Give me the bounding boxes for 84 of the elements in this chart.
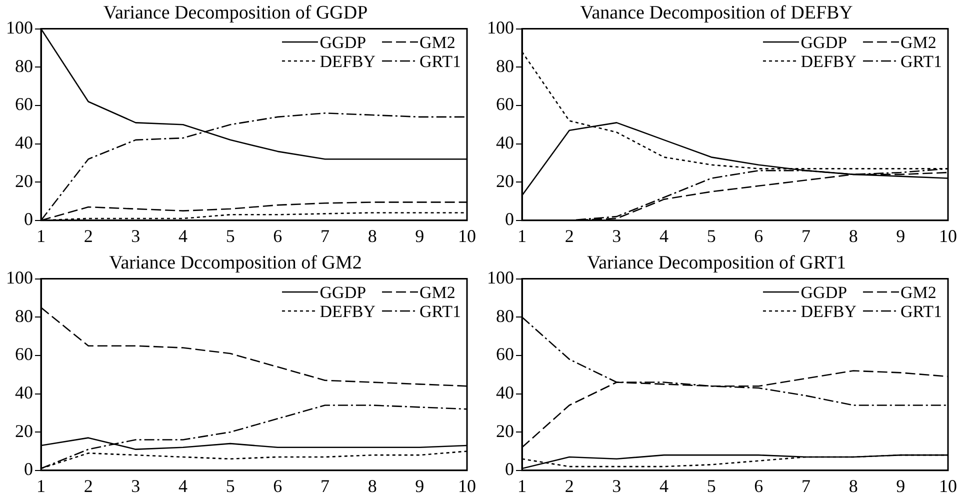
legend-label: GGDP (800, 282, 848, 302)
x-tick-label: 6 (754, 226, 764, 246)
x-tick-label: 5 (706, 476, 716, 496)
x-tick-label: 1 (36, 226, 46, 246)
y-tick-label: 60 (496, 94, 514, 114)
y-tick-label: 100 (6, 268, 33, 288)
x-tick-label: 8 (368, 476, 377, 496)
x-tick-label: 2 (84, 476, 93, 496)
y-tick-label: 40 (496, 132, 514, 152)
y-tick-label: 0 (505, 209, 514, 230)
legend-label: GRT1 (900, 302, 942, 321)
x-tick-label: 4 (660, 476, 668, 496)
chart-title: Variance Dccomposition of GM2 (109, 252, 362, 274)
y-tick-label: 20 (496, 420, 514, 441)
x-tick-label: 6 (273, 226, 282, 246)
x-tick-label: 2 (564, 476, 574, 496)
x-tick-label: 4 (178, 476, 188, 496)
x-tick-label: 3 (131, 226, 140, 246)
chart-title: Variance Decomposition of GRT1 (587, 252, 846, 274)
x-tick-label: 9 (415, 226, 424, 246)
x-tick-label: 4 (660, 226, 668, 246)
x-tick-label: 1 (36, 476, 46, 496)
y-tick-label: 100 (487, 268, 514, 288)
y-tick-label: 40 (15, 382, 33, 402)
x-tick-label: 7 (320, 476, 330, 496)
x-tick-label: 5 (226, 476, 235, 496)
x-tick-label: 7 (320, 226, 330, 246)
y-tick-label: 40 (15, 132, 33, 152)
y-tick-label: 100 (6, 18, 33, 38)
x-tick-label: 8 (848, 226, 858, 246)
x-tick-label: 10 (458, 226, 476, 246)
x-tick-label: 4 (178, 226, 188, 246)
legend-label: DEFBY (800, 52, 857, 71)
y-tick-label: 80 (496, 56, 514, 76)
y-tick-label: 60 (15, 94, 33, 114)
y-tick-label: 20 (15, 170, 33, 191)
x-tick-label: 9 (415, 476, 424, 496)
legend-label: GM2 (420, 32, 456, 52)
x-tick-label: 5 (226, 226, 235, 246)
x-tick-label: 9 (896, 476, 906, 496)
legend-label: GGDP (800, 32, 848, 52)
legend-label: GM2 (900, 32, 936, 52)
legend-label: GGDP (320, 32, 366, 52)
y-tick-label: 100 (487, 18, 514, 38)
y-tick-label: 40 (496, 382, 514, 402)
legend-label: GM2 (900, 282, 936, 302)
x-tick-label: 10 (939, 476, 957, 496)
x-tick-label: 6 (754, 476, 764, 496)
x-tick-label: 3 (131, 476, 140, 496)
y-tick-label: 80 (15, 56, 33, 76)
x-tick-label: 10 (939, 226, 957, 246)
legend-label: GRT1 (420, 302, 461, 321)
y-tick-label: 0 (24, 459, 33, 480)
x-tick-label: 9 (896, 226, 906, 246)
x-tick-label: 8 (848, 476, 858, 496)
x-tick-label: 7 (802, 476, 810, 496)
x-tick-label: 5 (706, 226, 716, 246)
x-tick-label: 8 (368, 226, 377, 246)
x-tick-label: 7 (802, 226, 810, 246)
y-tick-label: 60 (496, 344, 514, 364)
y-tick-label: 80 (15, 306, 33, 326)
x-tick-label: 3 (612, 226, 622, 246)
legend-label: GM2 (420, 282, 456, 302)
x-tick-label: 6 (273, 476, 282, 496)
x-tick-label: 2 (84, 226, 93, 246)
legend-label: DEFBY (800, 302, 857, 321)
x-tick-label: 2 (564, 226, 574, 246)
y-tick-label: 20 (496, 170, 514, 191)
y-tick-label: 80 (496, 306, 514, 326)
y-tick-label: 20 (15, 420, 33, 441)
legend-label: GRT1 (900, 52, 942, 71)
y-tick-label: 60 (15, 344, 33, 364)
x-tick-label: 10 (458, 476, 476, 496)
legend-label: DEFBY (320, 52, 376, 71)
legend-label: GGDP (320, 282, 366, 302)
chart-title: Vanance Decomposition of DEFBY (580, 2, 854, 24)
legend-label: DEFBY (320, 302, 376, 321)
y-tick-label: 0 (505, 459, 514, 480)
y-tick-label: 0 (24, 209, 33, 230)
legend-label: GRT1 (420, 52, 461, 71)
x-tick-label: 1 (518, 226, 526, 246)
x-tick-label: 1 (518, 476, 526, 496)
chart-title: Variance Decomposition of GGDP (103, 2, 368, 24)
x-tick-label: 3 (612, 476, 622, 496)
